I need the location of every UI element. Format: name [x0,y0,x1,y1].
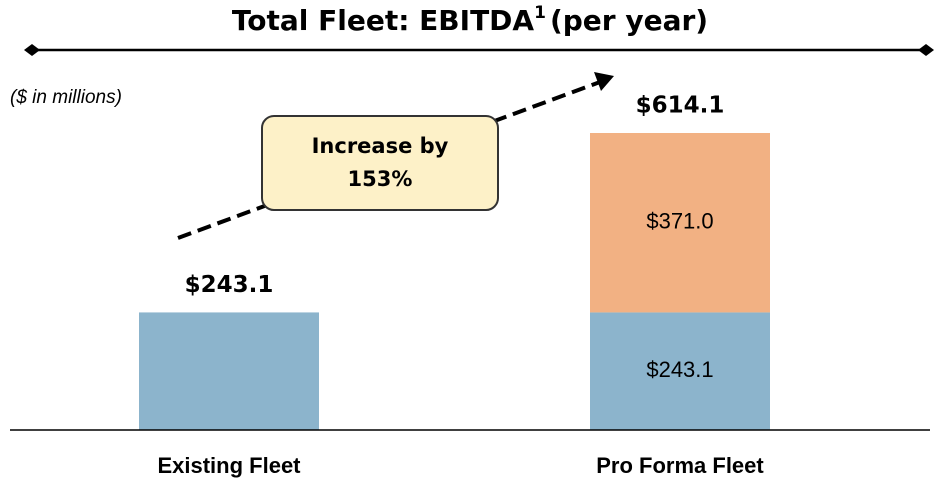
annotation-text: Increase by [312,134,449,158]
title-footnote: 1 [534,3,546,23]
bar-segment [590,133,770,313]
annotation-text: 153% [348,167,413,191]
trend-arrow [177,80,601,240]
bar-segment [590,312,770,430]
x-tick-label: Pro Forma Fleet [596,453,764,478]
rule-end [918,44,934,56]
chart-title: Total Fleet: EBITDA1 (per year) [232,3,708,37]
value-label: $371.0 [646,209,713,234]
total-label: $243.1 [185,272,274,298]
title-suffix: (per year) [550,4,708,37]
value-label: $243.1 [646,357,713,382]
rule-end [24,44,40,56]
total-label: $614.1 [636,93,725,119]
bar-segment [139,312,319,430]
annotation-box [261,115,499,211]
subtitle: ($ in millions) [10,87,122,108]
title-main: Total Fleet: EBITDA [232,4,535,37]
x-tick-label: Existing Fleet [157,453,301,478]
arrow-head [594,72,614,91]
